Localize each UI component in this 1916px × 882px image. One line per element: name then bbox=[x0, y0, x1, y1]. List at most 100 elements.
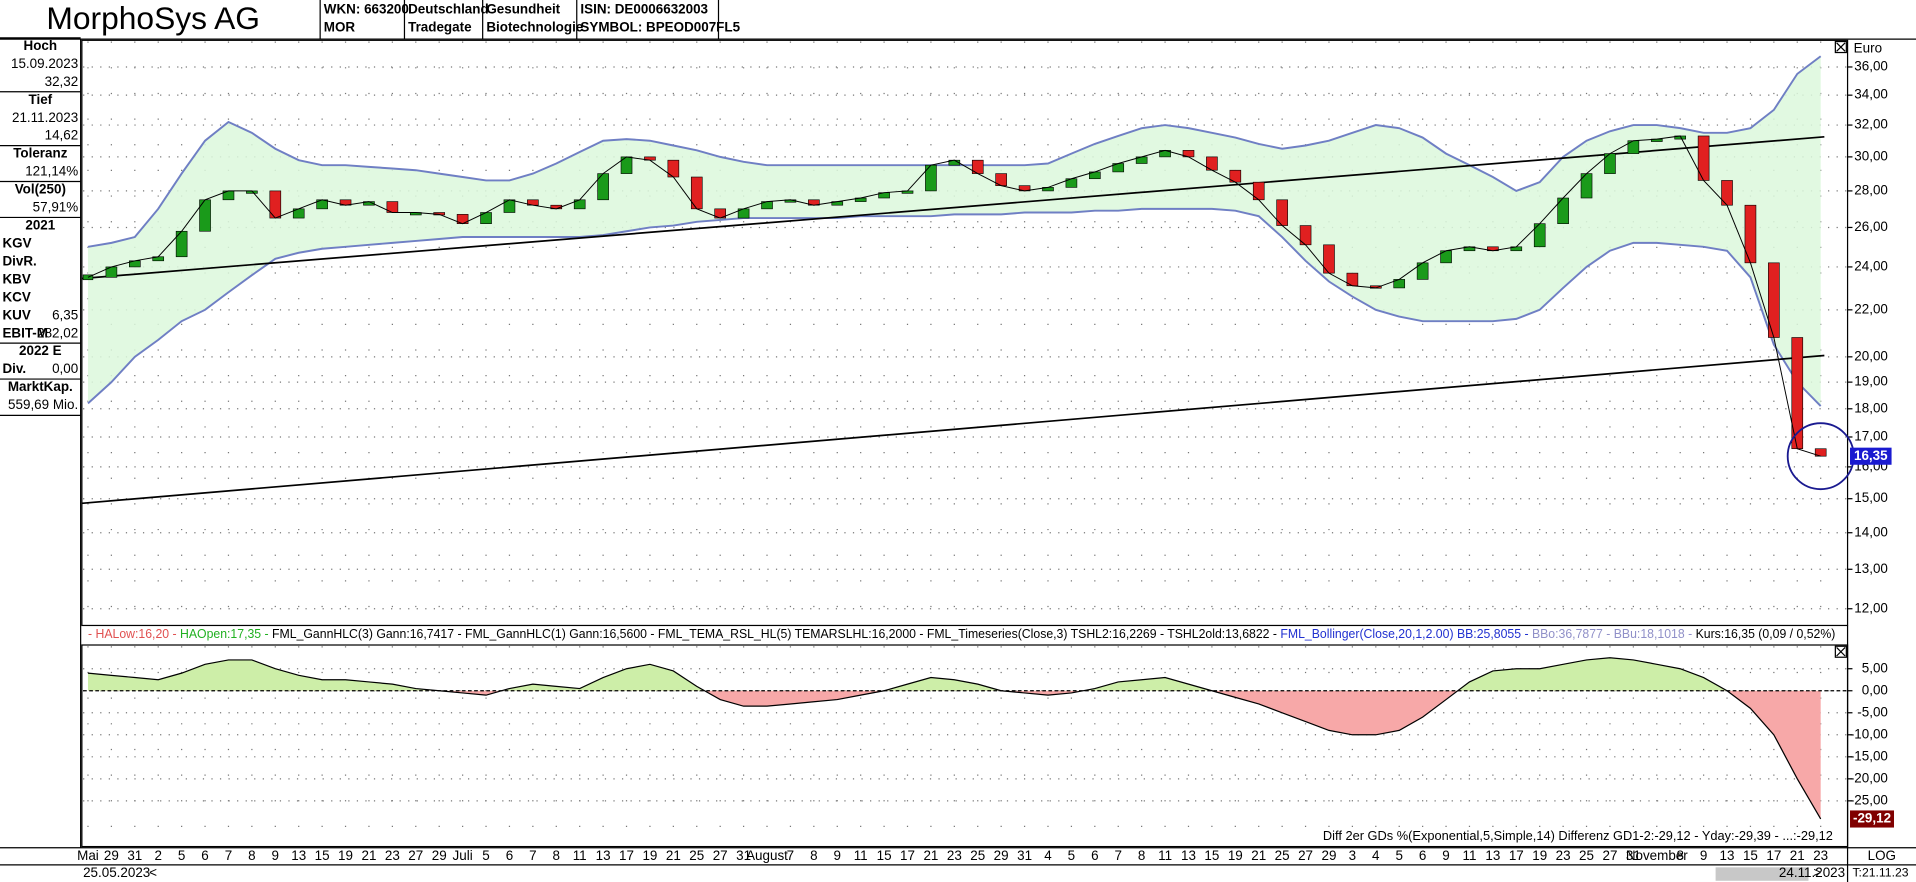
y-tick-label: 13,00 bbox=[1854, 561, 1888, 576]
x-tick-label: 9 bbox=[272, 848, 279, 863]
close-icon-cross bbox=[1836, 647, 1846, 657]
x-tick-label: 17 bbox=[619, 848, 634, 863]
price-line bbox=[87, 135, 1821, 457]
x-tick-label: 15 bbox=[877, 848, 892, 863]
x-tick-label: 21 bbox=[666, 848, 681, 863]
x-tick-label: 21 bbox=[1251, 848, 1266, 863]
header-field: Biotechnologie bbox=[486, 20, 583, 35]
info-value: 21.11.2023 bbox=[12, 110, 78, 125]
x-tick-label: 13 bbox=[291, 848, 306, 863]
y-unit: Euro bbox=[1854, 40, 1882, 55]
x-tick-label: 21 bbox=[923, 848, 938, 863]
y-tick-label: 19,00 bbox=[1854, 374, 1888, 389]
y-tick-label: -20,00 bbox=[1850, 770, 1888, 785]
x-tick-label: 13 bbox=[1720, 848, 1735, 863]
x-tick-label: 4 bbox=[1044, 848, 1052, 863]
x-tick-label: 4 bbox=[1372, 848, 1380, 863]
header-field: Deutschland bbox=[408, 1, 489, 16]
y-tick-label: 12,00 bbox=[1854, 600, 1888, 615]
header-field: Tradegate bbox=[408, 20, 471, 35]
y-tick-label: 24,00 bbox=[1854, 258, 1888, 273]
x-tick-label: August bbox=[746, 848, 788, 863]
legend-item: FML_GannHLC(3) Gann:16,7417 - FML_GannHL… bbox=[272, 627, 1280, 642]
status-date: T:21.11.23 bbox=[1852, 866, 1908, 880]
scroll-left-arrow[interactable]: < bbox=[149, 865, 157, 880]
info-value: 121,14% bbox=[25, 164, 78, 179]
info-value: 57,91% bbox=[33, 200, 79, 215]
y-tick-label: 0,00 bbox=[1862, 682, 1888, 697]
info-value: 6,35 bbox=[52, 307, 78, 322]
x-tick-label: 8 bbox=[810, 848, 817, 863]
last-value-box bbox=[1850, 810, 1895, 828]
y-tick-label: 32,00 bbox=[1854, 117, 1888, 132]
x-tick-label: 6 bbox=[201, 848, 208, 863]
x-tick-label: 17 bbox=[900, 848, 915, 863]
last-price-label: 16,35 bbox=[1854, 448, 1888, 463]
scrollbar-thumb[interactable] bbox=[1715, 867, 1809, 881]
x-tick-label: 15 bbox=[1204, 848, 1219, 863]
last-price-box bbox=[1850, 447, 1892, 465]
x-tick-label: 27 bbox=[1602, 848, 1617, 863]
info-heading: Tief bbox=[29, 92, 53, 107]
info-value: 32,32 bbox=[45, 74, 79, 89]
x-tick-label: 6 bbox=[1091, 848, 1098, 863]
x-tick-label: 31 bbox=[1626, 848, 1641, 863]
end-date: 24.11.2023 bbox=[1779, 865, 1845, 880]
legend-item: - HALow:16,20 - bbox=[88, 627, 180, 642]
x-tick-label: 11 bbox=[1462, 848, 1476, 863]
area-positive bbox=[87, 657, 1821, 691]
x-tick-label: 9 bbox=[1442, 848, 1449, 863]
x-tick-label: 13 bbox=[1181, 848, 1196, 863]
legend-item: Kurs:16,35 (0,09 / 0,52%) bbox=[1696, 627, 1836, 642]
y-tick-label: 30,00 bbox=[1854, 148, 1888, 163]
info-label: KCV bbox=[2, 289, 30, 304]
x-tick-label: 17 bbox=[1766, 848, 1781, 863]
scroll-right-arrow[interactable]: > bbox=[1813, 865, 1821, 880]
x-tick-label: 6 bbox=[1419, 848, 1426, 863]
x-tick-label: 7 bbox=[1115, 848, 1122, 863]
x-tick-label: 3 bbox=[1349, 848, 1356, 863]
x-tick-label: 5 bbox=[178, 848, 185, 863]
x-tick-label: 19 bbox=[642, 848, 657, 863]
close-icon-cross bbox=[1836, 42, 1846, 52]
x-tick-label: 23 bbox=[947, 848, 962, 863]
x-tick-label: 15 bbox=[1743, 848, 1758, 863]
x-tick-label: 8 bbox=[248, 848, 255, 863]
x-tick-label: 5 bbox=[1068, 848, 1075, 863]
y-tick-label: 18,00 bbox=[1854, 400, 1888, 415]
header-field: MOR bbox=[324, 20, 356, 35]
x-tick-label: 25 bbox=[1579, 848, 1594, 863]
x-tick-label: 27 bbox=[1298, 848, 1313, 863]
x-tick-label: 27 bbox=[713, 848, 728, 863]
x-tick-label: 25 bbox=[970, 848, 985, 863]
start-date: 25.05.2023 bbox=[83, 865, 150, 880]
x-tick-label: 19 bbox=[1532, 848, 1547, 863]
x-tick-label: 23 bbox=[385, 848, 400, 863]
x-tick-label: 11 bbox=[573, 848, 587, 863]
info-label: KBV bbox=[2, 271, 30, 286]
x-tick-label: 31 bbox=[1017, 848, 1032, 863]
main-layers bbox=[81, 55, 1827, 505]
x-tick-label: 9 bbox=[1700, 848, 1707, 863]
y-tick-label: -5,00 bbox=[1857, 704, 1888, 719]
x-tick-label: 2 bbox=[154, 848, 161, 863]
header-field: ISIN: DE0006632003 bbox=[580, 1, 708, 16]
x-tick-label: 19 bbox=[338, 848, 353, 863]
y-tick-label: 26,00 bbox=[1854, 219, 1888, 234]
y-tick-label: 34,00 bbox=[1854, 87, 1888, 102]
x-tick-label: 11 bbox=[1158, 848, 1172, 863]
x-tick-label: 23 bbox=[1556, 848, 1571, 863]
x-tick-label: 25 bbox=[689, 848, 704, 863]
x-tick-label: 31 bbox=[127, 848, 142, 863]
info-value: 14,62 bbox=[45, 128, 79, 143]
x-tick-label: 5 bbox=[1395, 848, 1402, 863]
y-tick-label: 28,00 bbox=[1854, 182, 1888, 197]
header-field: WKN: 663200 bbox=[324, 1, 409, 16]
info-label: KUV bbox=[2, 307, 30, 322]
info-label: DivR. bbox=[2, 253, 36, 268]
x-tick-label: 29 bbox=[104, 848, 119, 863]
y-tick-label: 17,00 bbox=[1854, 429, 1888, 444]
y-tick-label: 14,00 bbox=[1854, 524, 1888, 539]
x-tick-label: 29 bbox=[1322, 848, 1337, 863]
